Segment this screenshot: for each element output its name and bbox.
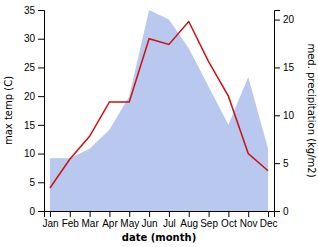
y-axis-tick: 15 (24, 120, 44, 131)
x-axis-tick-mark (268, 211, 269, 217)
x-axis-tick-label: Apr (102, 218, 118, 229)
x-axis-tick-mark (149, 211, 150, 217)
y-axis-tick-mark (38, 96, 44, 97)
x-axis-tick-label: Dec (260, 218, 278, 229)
x-axis-tick: Jul (163, 211, 176, 229)
y2-axis: 0 5 10 15 20 (274, 11, 295, 217)
x-axis-tick-label: Sep (200, 218, 218, 229)
plot-area: Jan FebMarAprMayJun Jul AugSepOctNovDec 0 5 10… (24, 5, 295, 229)
y-axis-tick: 25 (24, 62, 44, 73)
y-axis-tick: 20 (24, 91, 44, 102)
x-axis-line (45, 212, 275, 218)
y-axis-tick-label: 0 (29, 206, 35, 217)
y2-axis-tick-label: 20 (283, 14, 295, 25)
x-axis-tick-mark (209, 211, 210, 217)
y-axis-tick: 10 (24, 148, 44, 159)
x-axis-tick: Sep (200, 211, 218, 229)
y2-axis-tick: 15 (274, 62, 295, 73)
y-axis-tick: 0 (29, 206, 44, 217)
y-axis-tick-mark (38, 154, 44, 155)
x-axis-tick-label: Jul (163, 218, 176, 229)
y-axis-tick: 30 (24, 33, 44, 44)
y-axis-title: max temp (C) (3, 76, 14, 145)
x-axis-tick-mark (169, 211, 170, 217)
y-axis-tick-mark (38, 10, 44, 11)
y2-axis-tick: 20 (274, 14, 295, 25)
x-axis-tick-mark (129, 211, 130, 217)
x-axis-tick: May (120, 211, 139, 229)
y-axis-tick-label: 5 (29, 177, 35, 188)
x-axis-tick: Jan (42, 211, 58, 229)
y2-axis-tick-mark (274, 163, 280, 164)
x-axis-tick-mark (90, 211, 91, 217)
y-axis-tick-mark (38, 67, 44, 68)
x-axis-tick-label: May (120, 218, 139, 229)
y-axis-line (38, 11, 45, 212)
y2-axis-tick: 5 (274, 158, 289, 169)
y-axis-tick-label: 30 (24, 33, 36, 44)
x-axis-tick-mark (50, 211, 51, 217)
y-axis-tick: 5 (29, 177, 44, 188)
y2-axis-tick-label: 5 (283, 158, 289, 169)
y2-axis-tick-mark (274, 67, 280, 68)
x-axis-tick-label: Aug (180, 218, 198, 229)
x-axis-tick-label: Jan (42, 218, 58, 229)
x-axis-title: date (month) (122, 232, 196, 243)
x-axis-tick-mark (70, 211, 71, 217)
x-axis-tick: Feb (62, 211, 80, 229)
x-axis-tick-mark (248, 211, 249, 217)
x-axis-tick-label: Mar (81, 218, 99, 229)
y2-axis-tick-label: 0 (283, 206, 289, 217)
y2-axis-tick-label: 15 (283, 62, 295, 73)
y2-axis-line (275, 11, 281, 212)
marks (50, 10, 268, 211)
x-axis-tick: Jun (142, 211, 158, 229)
y-axis-tick-label: 15 (24, 120, 36, 131)
y2-axis-tick: 0 (274, 206, 289, 217)
chart-container: Jan FebMarAprMayJun Jul AugSepOctNovDec 0 5 10… (0, 0, 318, 247)
x-axis-tick-mark (109, 211, 110, 217)
y-axis-tick-mark (38, 125, 44, 126)
temperature-line (50, 21, 268, 188)
y-axis-tick-label: 10 (24, 148, 36, 159)
precipitation-area (50, 10, 268, 211)
y2-axis-title: med. precipitation (kg/m2) (306, 43, 317, 177)
x-axis-tick: Oct (221, 211, 237, 229)
x-axis-tick: Dec (260, 211, 278, 229)
y-axis-tick-mark (38, 39, 44, 40)
x-axis-tick-label: Feb (62, 218, 80, 229)
y2-axis-tick: 10 (274, 110, 295, 121)
y-axis-tick-label: 20 (24, 91, 36, 102)
y-axis-tick-mark (38, 211, 44, 212)
x-axis-tick: Apr (102, 211, 118, 229)
y-axis-tick-label: 35 (24, 5, 36, 16)
y-axis: 0 5 10 15 20 25 30 35 (24, 5, 45, 217)
y-axis-tick: 35 (24, 5, 44, 16)
y2-axis-tick-mark (274, 115, 280, 116)
x-axis: Jan FebMarAprMayJun Jul AugSepOctNovDec (42, 211, 277, 229)
x-axis-tick-label: Nov (240, 218, 258, 229)
x-axis-tick: Aug (180, 211, 198, 229)
x-axis-tick-mark (189, 211, 190, 217)
y2-axis-tick-mark (274, 20, 280, 21)
y2-axis-tick-mark (274, 211, 280, 212)
y-axis-tick-label: 25 (24, 62, 36, 73)
x-axis-tick-label: Oct (221, 218, 237, 229)
x-axis-tick-label: Jun (142, 218, 158, 229)
chart: Jan FebMarAprMayJun Jul AugSepOctNovDec 0 5 10… (0, 0, 318, 247)
y-axis-tick-mark (38, 182, 44, 183)
x-axis-tick: Nov (240, 211, 258, 229)
x-axis-tick: Mar (81, 211, 99, 229)
y2-axis-tick-label: 10 (283, 110, 295, 121)
x-axis-tick-mark (228, 211, 229, 217)
